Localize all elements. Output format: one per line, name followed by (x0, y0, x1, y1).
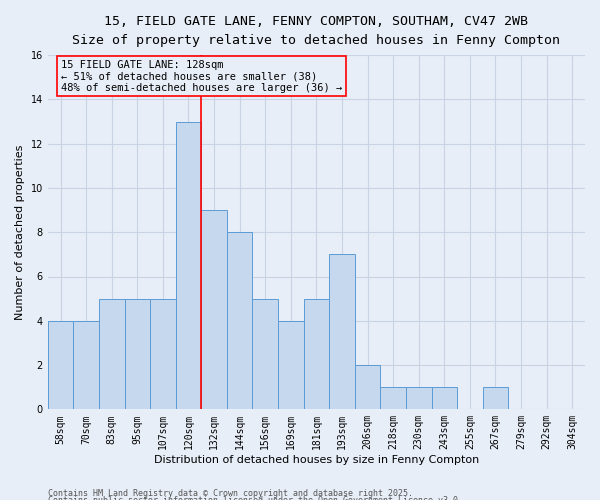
Bar (304, 298, 329, 410)
Bar (406, 387, 431, 409)
Text: Contains public sector information licensed under the Open Government Licence v3: Contains public sector information licen… (48, 496, 463, 500)
Bar (431, 387, 457, 409)
Bar (150, 298, 176, 410)
Bar (176, 122, 201, 410)
Text: Contains HM Land Registry data © Crown copyright and database right 2025.: Contains HM Land Registry data © Crown c… (48, 488, 413, 498)
Bar (48, 321, 73, 410)
Bar (99, 298, 125, 410)
Title: 15, FIELD GATE LANE, FENNY COMPTON, SOUTHAM, CV47 2WB
Size of property relative : 15, FIELD GATE LANE, FENNY COMPTON, SOUT… (73, 15, 560, 47)
Text: 15 FIELD GATE LANE: 128sqm
← 51% of detached houses are smaller (38)
48% of semi: 15 FIELD GATE LANE: 128sqm ← 51% of deta… (61, 60, 343, 92)
Y-axis label: Number of detached properties: Number of detached properties (15, 144, 25, 320)
X-axis label: Distribution of detached houses by size in Fenny Compton: Distribution of detached houses by size … (154, 455, 479, 465)
Bar (329, 254, 355, 410)
Bar (380, 387, 406, 409)
Bar (73, 321, 99, 410)
Bar (227, 232, 253, 410)
Bar (482, 387, 508, 409)
Bar (125, 298, 150, 410)
Bar (355, 365, 380, 410)
Bar (201, 210, 227, 410)
Bar (253, 298, 278, 410)
Bar (278, 321, 304, 410)
